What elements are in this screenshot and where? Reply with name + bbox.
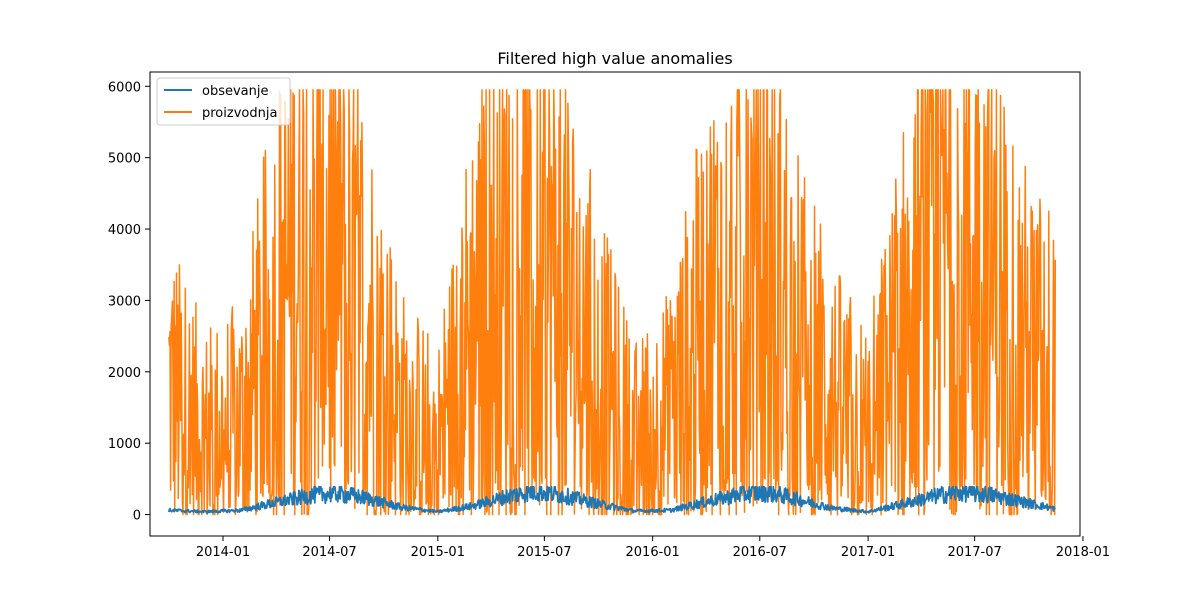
y-tick-label: 4000 <box>108 223 141 238</box>
series-line-proizvodnja <box>168 89 1057 516</box>
x-tick-label: 2016-01 <box>626 545 680 560</box>
legend-label-proizvodnja: proizvodnja <box>202 106 277 121</box>
legend: obsevanje proizvodnja <box>156 77 291 126</box>
x-tick-label: 2015-07 <box>517 545 571 560</box>
series-layer <box>167 89 1057 516</box>
y-axis: 0 1000 2000 3000 4000 5000 6000 <box>108 80 150 524</box>
x-tick-label: 2017-01 <box>841 545 895 560</box>
y-tick-label: 3000 <box>108 294 141 309</box>
y-tick-label: 6000 <box>108 80 141 95</box>
y-tick-label: 0 <box>133 509 141 524</box>
x-tick-label: 2016-07 <box>733 545 787 560</box>
plot-frame <box>149 71 1081 537</box>
y-tick-label: 1000 <box>108 437 141 452</box>
x-axis: 2014-01 2014-07 2015-01 2015-07 2016-01 2016-… <box>196 536 1110 560</box>
x-tick-label: 2015-01 <box>411 545 465 560</box>
y-tick-label: 5000 <box>108 152 141 167</box>
y-tick-label: 2000 <box>108 366 141 381</box>
x-tick-label: 2014-01 <box>196 545 250 560</box>
legend-label-obsevanje: obsevanje <box>202 84 269 99</box>
series-line-obsevanje <box>167 485 1056 514</box>
x-tick-label: 2018-01 <box>1056 545 1110 560</box>
chart-title: Filtered high value anomalies <box>497 49 732 68</box>
x-tick-label: 2017-07 <box>947 545 1001 560</box>
x-tick-label: 2014-07 <box>302 545 356 560</box>
